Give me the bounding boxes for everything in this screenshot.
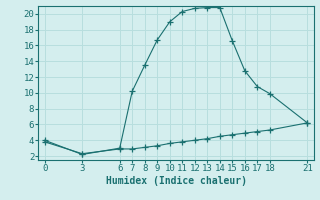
X-axis label: Humidex (Indice chaleur): Humidex (Indice chaleur)	[106, 176, 246, 186]
